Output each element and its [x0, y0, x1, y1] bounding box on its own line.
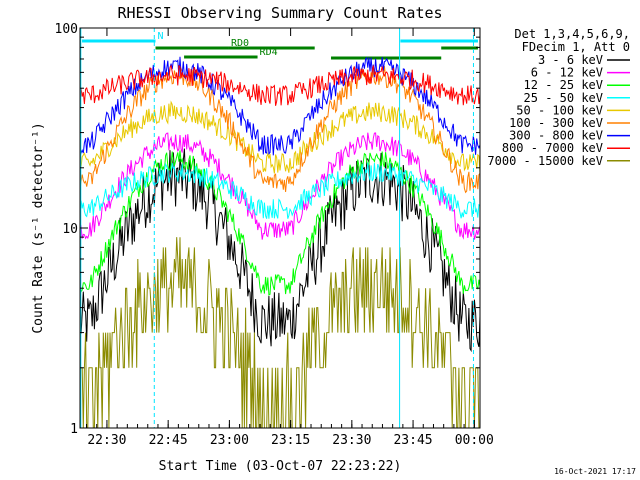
legend-entry: 100 - 300 keV	[509, 116, 603, 130]
legend-entry: 6 - 12 keV	[531, 66, 603, 80]
x-tick-label: 22:45	[149, 433, 188, 448]
x-axis-label: Start Time (03-Oct-07 22:23:22)	[159, 459, 402, 474]
legend-entry: 300 - 800 keV	[509, 129, 603, 143]
legend-entry: 25 - 50 keV	[524, 91, 603, 105]
series-line	[79, 150, 481, 296]
footer-date: 16-Oct-2021 17:17	[554, 467, 636, 476]
x-tick-label: 23:30	[332, 433, 371, 448]
legend-entry: 3 - 6 keV	[538, 53, 603, 67]
legend-header: Det 1,3,4,5,6,9,	[514, 27, 630, 41]
series-line	[79, 148, 481, 353]
series-line	[79, 162, 481, 219]
series-line	[79, 66, 481, 194]
x-tick-label: 23:00	[210, 433, 249, 448]
observing-state-label: RD0	[231, 38, 249, 49]
x-tick-label: 23:15	[271, 433, 310, 448]
y-tick-label: 100	[55, 22, 78, 37]
series-line	[79, 100, 481, 174]
observing-state-label: N	[158, 31, 164, 42]
legend-header: FDecim 1, Att 0	[522, 40, 630, 54]
legend-entry: 12 - 25 keV	[524, 78, 603, 92]
x-tick-label: 22:30	[87, 433, 126, 448]
observing-state-label: RD4	[260, 47, 278, 58]
legend-entry: 7000 - 15000 keV	[487, 154, 603, 168]
x-tick-label: 00:00	[455, 433, 494, 448]
legend-entry: 800 - 7000 keV	[502, 141, 603, 155]
series-line	[79, 132, 481, 240]
y-tick-label: 1	[70, 422, 78, 437]
chart-title: RHESSI Observing Summary Count Rates	[117, 4, 442, 22]
series-line	[79, 64, 481, 106]
y-axis-label: Count Rate (s⁻¹ detector⁻¹)	[31, 122, 46, 333]
legend-entry: 50 - 100 keV	[516, 103, 603, 117]
x-tick-label: 23:45	[393, 433, 432, 448]
y-tick-label: 10	[62, 222, 78, 237]
